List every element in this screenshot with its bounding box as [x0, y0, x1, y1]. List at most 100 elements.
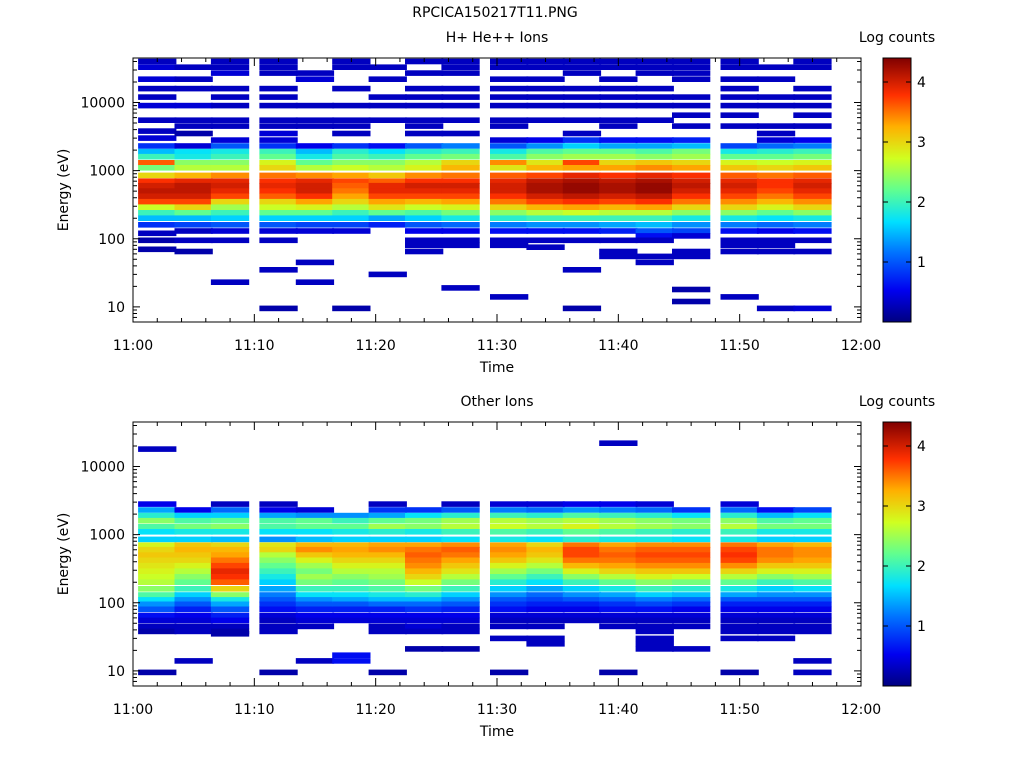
heatmap-cell — [672, 253, 711, 260]
heatmap-cell — [138, 172, 177, 179]
heatmap-cell — [490, 237, 529, 244]
heatmap-cell — [756, 242, 796, 249]
heatmap-cell — [368, 210, 407, 216]
heatmap-cell — [174, 102, 213, 109]
heatmap-cell — [138, 178, 177, 184]
heatmap-cell — [720, 94, 759, 100]
heatmap-cell — [259, 557, 298, 564]
heatmap-cell — [295, 102, 335, 109]
heatmap-cell — [210, 597, 250, 603]
heatmap-cell — [756, 557, 796, 564]
heatmap-cell — [672, 557, 711, 564]
heatmap-cell — [756, 94, 796, 100]
heatmap-cell — [405, 617, 444, 624]
heatmap-cell — [441, 198, 480, 205]
heatmap-cell — [562, 267, 602, 273]
heatmap-cell — [138, 135, 177, 141]
heatmap-cell — [562, 178, 602, 184]
heatmap-cell — [490, 102, 529, 109]
heatmap-cell — [174, 76, 213, 82]
heatmap-cell — [562, 58, 602, 65]
colorbar-tick-label: 4 — [917, 75, 926, 91]
heatmap-cell — [526, 586, 565, 592]
heatmap-cell — [368, 557, 407, 564]
y-tick-label: 10 — [107, 300, 125, 316]
heatmap-cell — [526, 188, 565, 194]
heatmap-cell — [635, 85, 674, 92]
heatmap-cell — [259, 586, 298, 592]
heatmap-cell — [441, 517, 480, 524]
heatmap-cell — [793, 188, 832, 194]
heatmap-cell — [756, 635, 796, 642]
heatmap-cell — [174, 586, 213, 592]
heatmap-cell — [210, 612, 250, 619]
heatmap-cell — [368, 178, 407, 184]
heatmap-cell — [441, 552, 480, 558]
heatmap-cell — [295, 172, 335, 179]
heatmap-cell — [756, 188, 796, 194]
heatmap-cell — [562, 612, 602, 619]
heatmap-cell — [174, 148, 213, 155]
heatmap-cell — [368, 586, 407, 592]
heatmap-cell — [405, 623, 444, 630]
heatmap-cell — [441, 574, 480, 580]
heatmap-cell — [490, 557, 529, 564]
heatmap-cell — [793, 94, 832, 100]
heatmap-cell — [599, 76, 638, 82]
heatmap-cell — [672, 102, 711, 109]
heatmap-cell — [405, 237, 444, 244]
y-axis: 10 100 1000 10000 — [80, 424, 861, 687]
heatmap-cell — [672, 165, 711, 171]
heatmap-cell — [756, 123, 796, 129]
heatmap-cell — [793, 172, 832, 179]
heatmap-cell — [405, 148, 444, 155]
heatmap-cell — [441, 568, 480, 574]
heatmap-cell — [405, 546, 444, 553]
heatmap-cell — [259, 617, 298, 624]
heatmap-cell — [259, 70, 298, 76]
heatmap-cell — [259, 193, 298, 200]
heatmap-cell — [756, 536, 796, 543]
heatmap-cell — [441, 501, 480, 507]
colorbar-label: Log counts — [859, 394, 935, 410]
heatmap-cell — [259, 529, 298, 535]
heatmap-cell — [720, 524, 759, 530]
heatmap-cell — [210, 143, 250, 149]
heatmap-cell — [793, 160, 832, 166]
heatmap-cell — [793, 123, 832, 129]
heatmap-cell — [174, 612, 213, 619]
heatmap-cell — [441, 628, 480, 635]
heatmap-cell — [756, 143, 796, 149]
heatmap-cell — [259, 172, 298, 179]
heatmap-cell — [635, 574, 674, 580]
heatmap-cell — [526, 102, 565, 109]
heatmap-cell — [635, 137, 674, 143]
heatmap-cell — [599, 153, 638, 160]
heatmap-cell — [720, 606, 759, 613]
heatmap-cell — [562, 512, 602, 519]
heatmap-cell — [259, 215, 298, 221]
heatmap-cell — [720, 188, 759, 194]
heatmap-cell — [490, 524, 529, 530]
heatmap-cell — [332, 198, 371, 205]
heatmap-cell — [405, 204, 444, 210]
heatmap-cell — [138, 552, 177, 558]
heatmap-cell — [526, 601, 565, 608]
heatmap-cell — [490, 137, 529, 143]
heatmap-cell — [138, 230, 177, 237]
heatmap-cell — [405, 130, 444, 137]
heatmap-cell — [295, 512, 335, 519]
heatmap-cell — [174, 623, 213, 630]
colorbar-tick-label: 1 — [917, 619, 926, 635]
heatmap-cell — [793, 597, 832, 603]
heatmap-cell — [526, 529, 565, 535]
heatmap-cell — [441, 612, 480, 619]
heatmap-cell — [138, 165, 177, 171]
heatmap-cell — [599, 617, 638, 624]
heatmap-cell — [562, 601, 602, 608]
heatmap-cell — [672, 552, 711, 558]
heatmap-cell — [405, 557, 444, 564]
panel-title: Other Ions — [460, 394, 533, 410]
heatmap-cell — [368, 222, 407, 228]
heatmap-cell — [599, 94, 638, 100]
